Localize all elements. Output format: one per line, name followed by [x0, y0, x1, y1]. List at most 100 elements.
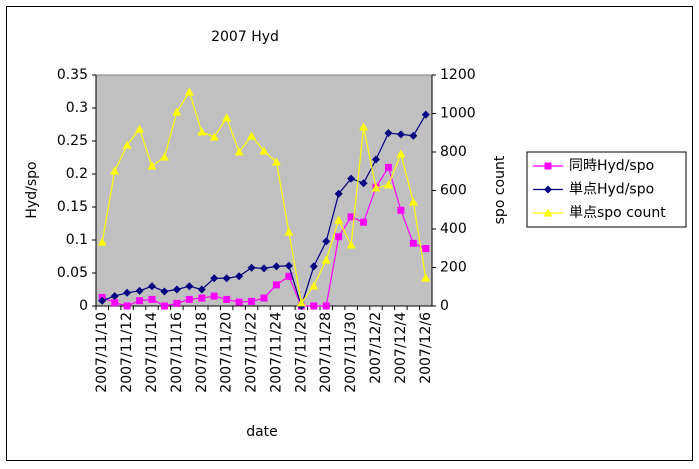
- data-point: [334, 215, 344, 224]
- data-point: [160, 287, 169, 296]
- data-point: [310, 302, 318, 310]
- data-point: [347, 213, 355, 221]
- x-tick-label: 2007/11/18: [194, 312, 210, 393]
- data-point: [197, 285, 206, 294]
- data-point: [160, 302, 168, 310]
- data-point: [409, 239, 417, 247]
- data-point: [409, 131, 418, 140]
- x-tick-label: 2007/11/24: [268, 312, 284, 393]
- data-point: [408, 197, 418, 206]
- x-axis-label: date: [246, 424, 278, 440]
- y-tick-label: 0.25: [57, 133, 88, 149]
- data-point: [210, 292, 218, 300]
- data-point: [110, 292, 119, 301]
- data-point: [173, 299, 181, 307]
- data-point: [210, 274, 219, 283]
- data-point: [147, 161, 157, 170]
- data-point: [285, 272, 293, 280]
- data-point: [322, 237, 331, 246]
- data-point: [197, 127, 207, 136]
- y-tick-label: 0.05: [57, 265, 88, 281]
- data-point: [396, 130, 405, 139]
- data-point: [110, 166, 120, 175]
- y2-axis-label: spo count: [492, 155, 508, 224]
- data-point: [359, 179, 368, 188]
- x-tick-label: 2007/12/2: [368, 312, 384, 384]
- y2-tick-label: 600: [440, 183, 467, 199]
- data-point: [334, 189, 343, 198]
- data-point: [347, 174, 356, 183]
- data-point: [421, 273, 431, 282]
- data-point: [198, 294, 206, 302]
- data-point: [234, 147, 244, 156]
- data-point: [384, 129, 393, 138]
- data-point: [422, 245, 430, 253]
- data-point: [222, 113, 232, 122]
- y2-tick-label: 1000: [440, 106, 476, 122]
- data-point: [359, 122, 369, 131]
- legend-label: 単点Hyd/spo: [569, 182, 654, 198]
- data-point: [172, 107, 182, 116]
- y2-tick-label: 1200: [440, 67, 476, 83]
- legend-marker: [544, 185, 552, 194]
- x-tick-label: 2007/11/14: [144, 312, 160, 393]
- y-tick-label: 0: [79, 298, 88, 314]
- data-point: [247, 263, 256, 272]
- data-point: [135, 286, 144, 295]
- data-point: [371, 183, 381, 192]
- legend-marker: [544, 162, 552, 170]
- legend-label: 同時Hyd/spo: [569, 158, 654, 174]
- data-point: [296, 298, 306, 307]
- data-point: [272, 281, 280, 289]
- data-point: [185, 282, 194, 291]
- data-point: [98, 296, 107, 305]
- y-tick-label: 0.15: [57, 199, 88, 215]
- data-point: [185, 295, 193, 303]
- x-tick-label: 2007/12/6: [418, 312, 434, 384]
- data-point: [284, 261, 293, 270]
- data-point: [172, 285, 181, 294]
- data-point: [223, 295, 231, 303]
- data-point: [272, 262, 281, 271]
- x-tick-label: 2007/11/20: [219, 312, 235, 393]
- data-point: [260, 264, 268, 273]
- y-axis-label: Hyd/spo: [24, 161, 40, 218]
- y2-tick-label: 200: [440, 260, 467, 276]
- data-point: [184, 87, 194, 96]
- x-tick-label: 2007/11/16: [169, 312, 185, 393]
- x-tick-label: 2007/11/22: [244, 312, 260, 393]
- y2-tick-label: 400: [440, 221, 467, 237]
- legend-label: 単点spo count: [569, 205, 666, 221]
- data-point: [271, 157, 281, 166]
- y-tick-label: 0.35: [57, 67, 88, 83]
- data-point: [136, 297, 144, 305]
- y-tick-label: 0.1: [66, 232, 88, 248]
- x-tick-label: 2007/11/26: [293, 312, 309, 393]
- x-tick-label: 2007/11/12: [119, 312, 135, 393]
- y-tick-label: 0.2: [66, 166, 88, 182]
- data-point: [335, 233, 343, 241]
- y2-tick-label: 0: [440, 298, 449, 314]
- data-point: [322, 302, 330, 310]
- data-point: [222, 274, 231, 283]
- data-point: [309, 262, 318, 271]
- chart-title: 2007 Hyd: [211, 29, 279, 45]
- data-point: [235, 298, 243, 306]
- data-point: [397, 206, 405, 214]
- data-point: [321, 255, 331, 264]
- x-tick-label: 2007/11/10: [94, 312, 110, 393]
- data-point: [247, 131, 257, 140]
- data-point: [396, 149, 406, 158]
- data-point: [123, 302, 131, 310]
- data-point: [123, 288, 132, 297]
- data-point: [383, 180, 393, 189]
- data-point: [309, 281, 319, 290]
- y-tick-label: 0.3: [66, 100, 88, 116]
- data-point: [97, 237, 107, 246]
- data-point: [111, 299, 119, 307]
- x-tick-label: 2007/11/28: [318, 312, 334, 393]
- data-point: [384, 163, 392, 171]
- data-point: [122, 140, 132, 149]
- data-point: [209, 132, 219, 141]
